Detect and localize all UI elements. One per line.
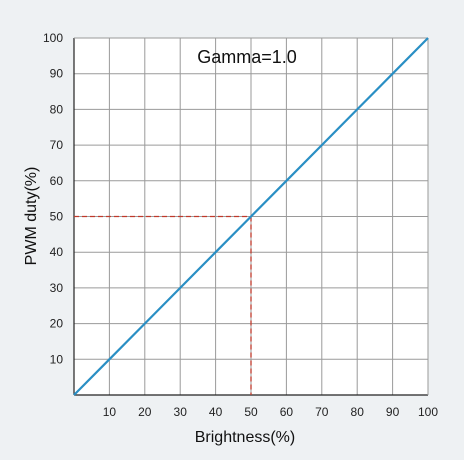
x-tick-label-50: 50 [244,405,258,419]
y-tick-label-100: 100 [43,31,63,45]
y-tick-label-20: 20 [50,317,64,331]
x-tick-label-90: 90 [386,405,400,419]
x-tick-label-80: 80 [351,405,365,419]
series-line-0 [73,37,429,396]
x-tick-label-20: 20 [138,405,152,419]
gamma-annotation: Gamma=1.0 [197,47,297,67]
reference-lines [74,215,252,395]
y-tick-label-90: 90 [50,67,64,81]
y-tick-label-80: 80 [50,102,64,116]
x-tick-label-70: 70 [315,405,329,419]
x-tick-label-100: 100 [418,405,438,419]
series-group [73,37,429,396]
x-tick-label-10: 10 [103,405,117,419]
y-tick-label-60: 60 [50,174,64,188]
x-axis-title: Brightness(%) [195,429,295,446]
x-tick-label-40: 40 [209,405,223,419]
y-tick-labels: 10 20 30 40 50 60 70 80 90 100 [43,31,63,366]
y-tick-label-10: 10 [50,352,64,366]
y-tick-label-70: 70 [50,138,64,152]
y-tick-label-50: 50 [50,210,64,224]
y-tick-label-30: 30 [50,281,64,295]
x-tick-label-30: 30 [174,405,188,419]
x-tick-label-60: 60 [280,405,294,419]
x-tick-labels: 10 20 30 40 50 60 70 80 90 100 [103,405,439,419]
y-tick-label-40: 40 [50,245,64,259]
y-axis-title: PWM duty(%) [23,167,40,266]
